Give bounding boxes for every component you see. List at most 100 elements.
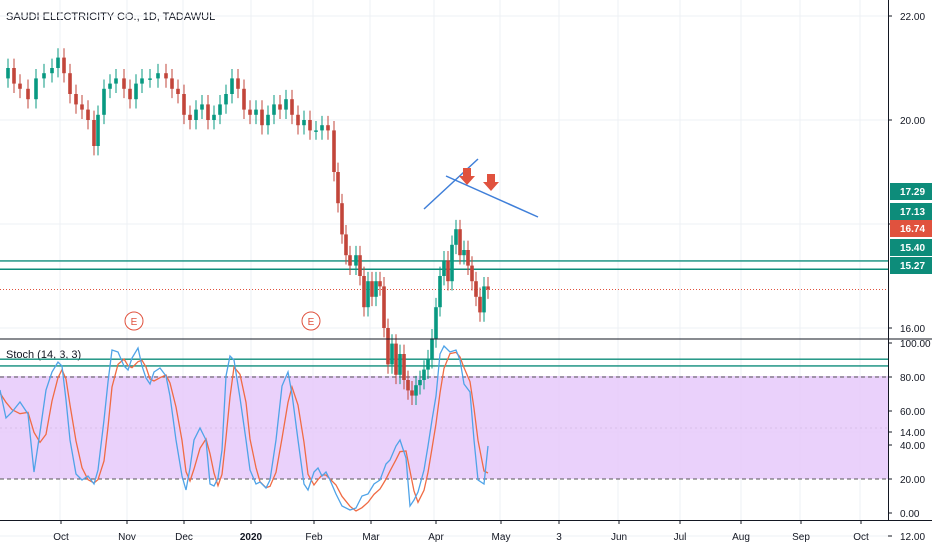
candle-body xyxy=(164,73,168,79)
price-badge-label: 17.29 xyxy=(900,187,925,198)
candle-body xyxy=(140,78,144,84)
candle-body xyxy=(466,250,470,266)
stoch-tick-label: 100.00 xyxy=(900,339,931,350)
candle-body xyxy=(458,229,462,256)
candle-body xyxy=(474,281,478,297)
candle-body xyxy=(374,281,378,297)
price-badge xyxy=(890,239,932,256)
candle-body xyxy=(296,114,300,126)
candle-body xyxy=(358,255,362,276)
candle-body xyxy=(224,94,228,105)
candle-body xyxy=(366,281,370,308)
candle-body xyxy=(402,354,406,380)
candle-body xyxy=(170,78,174,89)
price-tick-label: 12.00 xyxy=(900,532,925,543)
candle-body xyxy=(336,172,340,204)
candle-body xyxy=(42,73,46,79)
candle-body xyxy=(102,88,106,115)
stoch-lines xyxy=(0,344,489,512)
candle-body xyxy=(218,104,222,115)
candle-body xyxy=(68,73,72,94)
time-tick-label: Sep xyxy=(792,532,810,543)
stoch-tick-label: 20.00 xyxy=(900,475,925,486)
candle-body xyxy=(340,203,344,235)
stoch-grid xyxy=(0,376,888,480)
candle-body xyxy=(62,57,66,74)
down-arrow-marker xyxy=(483,174,499,191)
candle-body xyxy=(188,114,192,120)
time-tick-label: Feb xyxy=(305,532,323,543)
stoch-tick-label: 40.00 xyxy=(900,441,925,452)
time-axis[interactable]: Oct Nov Dec 2020 Feb Mar Apr May 3 Jun Jul Aug Sep Oc… xyxy=(53,520,869,543)
candle-body xyxy=(308,120,312,131)
time-tick-label: Nov xyxy=(118,532,136,543)
candle-body xyxy=(80,104,84,110)
candle-body xyxy=(370,281,374,297)
candle-body xyxy=(248,109,252,115)
candle-body xyxy=(182,94,186,115)
candle-body xyxy=(108,83,112,89)
candle-body xyxy=(96,114,100,146)
candles xyxy=(6,48,490,405)
candle-body xyxy=(450,244,454,282)
candle-body xyxy=(314,130,318,132)
candle-body xyxy=(418,380,422,386)
price-badge-label: 16.74 xyxy=(900,224,925,235)
candle-body xyxy=(486,286,490,290)
trendline-up xyxy=(423,158,479,210)
stoch-tick-label: 0.00 xyxy=(900,509,920,520)
stoch-indicator-label[interactable]: Stoch (14, 3, 3) xyxy=(6,349,82,361)
time-tick-label: Oct xyxy=(53,532,69,543)
candle-body xyxy=(446,260,450,282)
candle-body xyxy=(12,68,16,84)
price-badge xyxy=(890,183,932,200)
candle-body xyxy=(266,114,270,126)
candle-body xyxy=(114,78,118,84)
time-tick-label: Apr xyxy=(428,532,444,543)
candle-body xyxy=(86,109,90,120)
candle-body xyxy=(156,73,160,79)
candle-body xyxy=(438,276,442,308)
candle-body xyxy=(462,250,466,256)
candle-body xyxy=(410,390,414,396)
candle-body xyxy=(430,338,434,360)
candle-body xyxy=(230,78,234,94)
candle-body xyxy=(320,125,324,131)
candle-body xyxy=(414,385,418,396)
candle-body xyxy=(212,114,216,120)
candle-body xyxy=(442,260,446,276)
price-tick-label: 16.00 xyxy=(900,324,925,335)
candle-body xyxy=(326,125,330,131)
drawings xyxy=(423,158,539,218)
candle-body xyxy=(426,359,430,370)
price-badge-label: 17.13 xyxy=(900,207,925,218)
candle-body xyxy=(394,343,398,375)
candle-body xyxy=(200,104,204,110)
candle-body xyxy=(454,229,458,245)
candle-body xyxy=(236,78,240,89)
price-tick-label: 20.00 xyxy=(900,116,925,127)
earnings-marker-circle xyxy=(301,311,321,331)
candle-body xyxy=(332,130,336,172)
candle-body xyxy=(278,104,282,110)
time-tick-label: Dec xyxy=(175,532,193,543)
candle-body xyxy=(74,94,78,105)
time-tick-label: Jul xyxy=(674,532,687,543)
candle-body xyxy=(176,88,180,94)
time-tick-label: May xyxy=(492,532,511,543)
candle-body xyxy=(290,99,294,115)
candle-body xyxy=(272,104,276,115)
down-arrow-marker xyxy=(459,168,475,185)
candle-body xyxy=(422,369,426,380)
candle-body xyxy=(302,120,306,126)
candle-body xyxy=(50,68,54,74)
time-tick-label: 3 xyxy=(556,532,562,543)
stoch-k-line xyxy=(0,344,489,511)
candle-body xyxy=(354,255,358,266)
stoch-axis[interactable]: 100.00 80.00 60.00 40.00 20.00 0.00 xyxy=(888,339,931,520)
candle-body xyxy=(34,78,38,100)
earnings-marker-circle xyxy=(124,311,144,331)
candle-body xyxy=(56,57,60,68)
price-tick-label: 22.00 xyxy=(900,12,925,23)
